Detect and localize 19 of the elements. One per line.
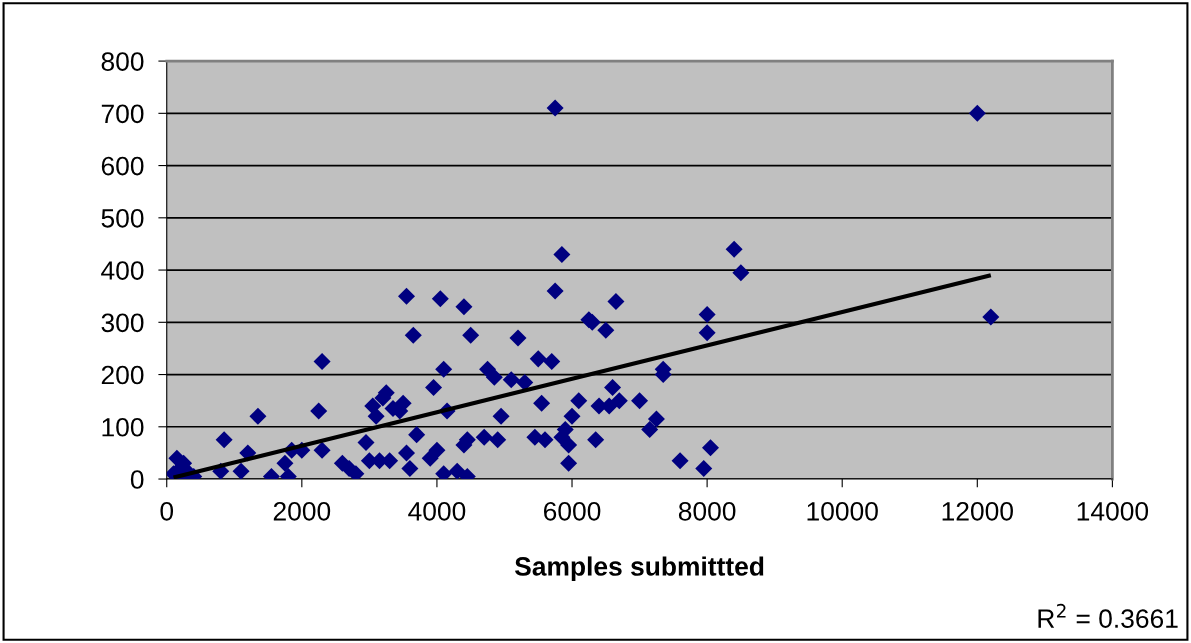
y-tick-label: 800	[101, 52, 144, 71]
x-axis-title: Samples submittted	[514, 556, 764, 582]
y-tick-label: 100	[102, 417, 144, 437]
x-tick-label: 6000	[544, 501, 601, 521]
x-tick-label: 12000	[942, 501, 1013, 521]
y-tick-label: 500	[101, 208, 144, 228]
y-tick-label: 400	[101, 261, 144, 280]
y-tick-label: 200	[101, 365, 144, 385]
x-tick-label: 4000	[408, 501, 466, 521]
x-tick-label: 8000	[678, 501, 736, 521]
y-tick-label: 300	[101, 313, 144, 333]
x-tick-label: 14000	[1077, 501, 1149, 521]
x-tick-label: 0	[160, 501, 174, 521]
x-tick-label: 2000	[273, 501, 331, 521]
text: R$^{2}$ = 0.3661	[1038, 603, 1178, 628]
x-tick-label: 10000	[807, 501, 878, 521]
y-tick-label: 0	[130, 470, 144, 489]
y-tick-label: 600	[101, 156, 144, 176]
y-tick-label: 700	[101, 104, 144, 124]
